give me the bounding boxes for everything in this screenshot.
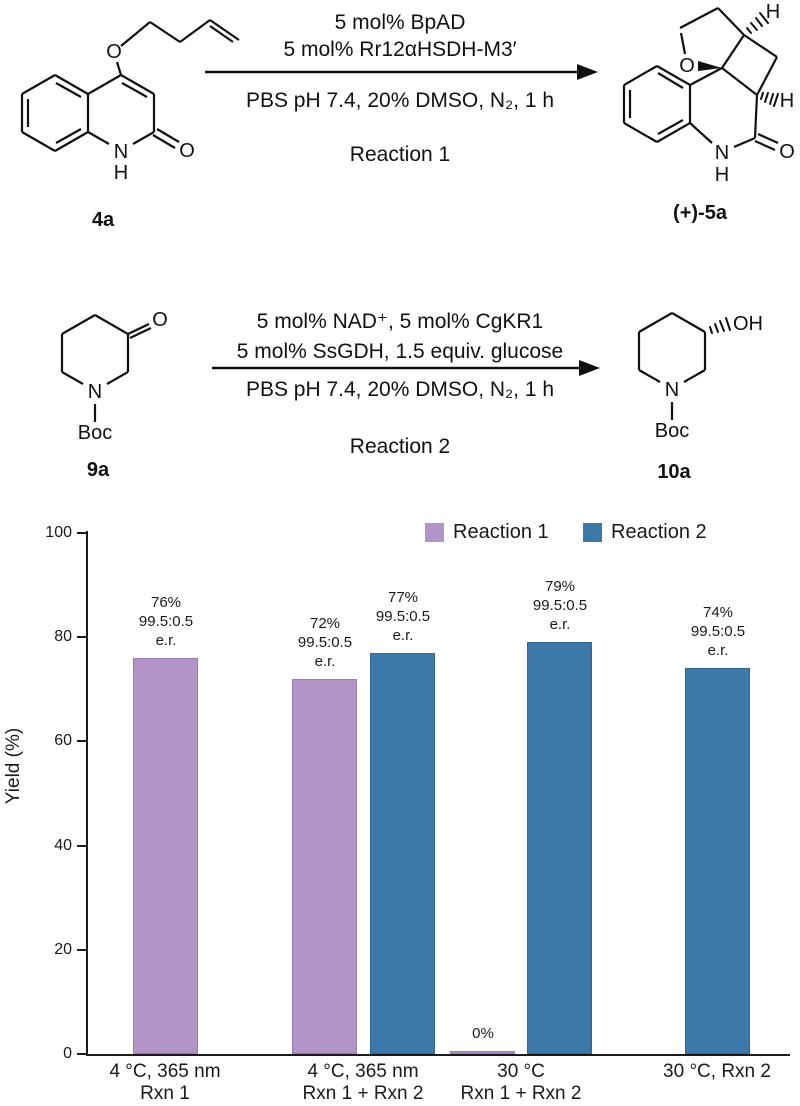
bond-lines <box>622 7 779 152</box>
y-axis-tick-label: 80 <box>54 628 72 646</box>
scheme1-reaction-name: Reaction 1 <box>349 143 451 166</box>
scheme2-reagent-line2: 5 mol% SsGDH, 1.5 equiv. glucose <box>236 340 564 363</box>
legend-label-reaction-1: Reaction 1 <box>453 521 549 543</box>
compound-label-9a: 9a <box>87 459 110 481</box>
group-label-boc: Boc <box>78 422 112 444</box>
scheme1-reagent-line1: 5 mol% BpAD <box>334 11 466 34</box>
reaction-scheme-1: O O N H 4a 5 mol% BpAD 5 mol% Rr12αHSDH-… <box>0 0 800 250</box>
compound-label-10a: 10a <box>657 461 691 483</box>
scheme2-reagent-line1: 5 mol% NAD⁺, 5 mol% CgKR1 <box>256 310 544 333</box>
bar-reaction-1 <box>133 658 198 1054</box>
atom-label-oh: OH <box>733 313 763 335</box>
compound-label-4a: 4a <box>92 209 115 231</box>
y-axis-tick-label: 0 <box>63 1045 72 1062</box>
atom-label-n: N <box>665 379 679 401</box>
y-axis-tick-label: 40 <box>54 836 72 854</box>
bar-value-label: 79% 99.5:0.5 e.r. <box>532 578 588 633</box>
atom-label-o-carbonyl: O <box>152 309 168 331</box>
bar-reaction-2 <box>685 668 750 1054</box>
y-axis-tick <box>77 948 87 951</box>
scheme1-conditions: PBS pH 7.4, 20% DMSO, N₂, 1 h <box>245 89 555 112</box>
atom-label-n: N <box>88 381 102 403</box>
bar-reaction-2 <box>370 653 435 1054</box>
x-axis-category-label: 30 °C Rxn 1 + Rxn 2 <box>460 1061 582 1104</box>
reaction-scheme-2: O N Boc 9a 5 mol% NAD⁺, 5 mol% CgKR1 5 m… <box>0 280 800 505</box>
x-axis-line <box>86 1054 790 1056</box>
atom-label-nh: H <box>114 162 128 184</box>
scheme1-reagent-line2: 5 mol% Rr12αHSDH-M3′ <box>283 38 517 61</box>
bar-reaction-1 <box>292 679 357 1054</box>
molecule-4a-structure: O O N H 4a <box>20 19 240 231</box>
x-axis-category-label: 4 °C, 365 nm Rxn 1 <box>109 1061 221 1104</box>
atom-label-nh: H <box>715 164 729 186</box>
hash-wedge-top-h <box>746 12 769 34</box>
compound-label-5a: (+)-5a <box>673 202 728 224</box>
bold-wedge-bond <box>698 61 722 71</box>
legend-swatch-reaction-1 <box>425 523 444 542</box>
bar-reaction-1 <box>450 1051 515 1054</box>
reaction-arrow-2 <box>212 360 600 376</box>
y-axis-tick <box>77 532 87 534</box>
x-axis-category-label: 4 °C, 365 nm Rxn 1 + Rxn 2 <box>302 1061 424 1104</box>
y-axis-tick-label: 20 <box>54 940 72 958</box>
molecule-10a-structure: OH N Boc 10a <box>637 312 763 483</box>
bar-value-label: 72% 99.5:0.5 e.r. <box>297 615 353 670</box>
bar-value-label: 77% 99.5:0.5 e.r. <box>375 589 431 644</box>
group-label-boc: Boc <box>655 420 689 442</box>
arrowhead <box>577 64 598 80</box>
arrowhead <box>579 360 600 376</box>
bond-lines <box>20 19 240 152</box>
atom-label-o-carbonyl: O <box>179 140 195 162</box>
legend-label-reaction-2: Reaction 2 <box>611 521 707 543</box>
atom-label-h-side: H <box>780 90 794 112</box>
bar-value-label: 74% 99.5:0.5 e.r. <box>690 604 746 659</box>
atom-label-o-ether: O <box>106 41 122 63</box>
y-axis-tick <box>77 1053 87 1055</box>
scheme2-reaction-name: Reaction 2 <box>349 435 451 458</box>
bond-lines <box>637 312 707 420</box>
atom-label-o-ring: O <box>679 55 695 77</box>
atom-label-o-carbonyl: O <box>779 141 795 163</box>
atom-label-n: N <box>114 141 128 163</box>
y-axis-tick-label: 100 <box>45 524 72 541</box>
y-axis-tick <box>77 740 87 743</box>
molecule-5a-structure: O H H O N H (+)-5a <box>622 1 795 224</box>
molecule-9a-structure: O N Boc 9a <box>60 309 168 481</box>
reaction-arrow-1 <box>205 64 598 80</box>
bond-lines <box>60 314 152 422</box>
bar-value-label: 0% <box>472 1025 494 1042</box>
legend-swatch-reaction-2 <box>583 523 602 542</box>
x-axis-category-label: 30 °C, Rxn 2 <box>663 1061 771 1082</box>
atom-label-n: N <box>715 142 729 164</box>
bar-reaction-2 <box>527 642 592 1054</box>
y-axis-tick-label: 60 <box>54 732 72 750</box>
yield-bar-chart: Yield (%) 0 20 40 60 80 100 76% 99.5:0.5 e.r. 4… <box>0 505 800 1106</box>
atom-label-h-top: H <box>766 1 780 23</box>
y-axis-line <box>86 531 88 1056</box>
y-axis-tick <box>77 636 87 639</box>
scheme2-conditions: PBS pH 7.4, 20% DMSO, N₂, 1 h <box>245 378 555 401</box>
hash-wedge-side-h <box>760 92 779 107</box>
bar-value-label: 76% 99.5:0.5 e.r. <box>138 594 194 649</box>
y-axis-tick <box>77 844 87 847</box>
hash-wedge-oh <box>709 317 731 334</box>
